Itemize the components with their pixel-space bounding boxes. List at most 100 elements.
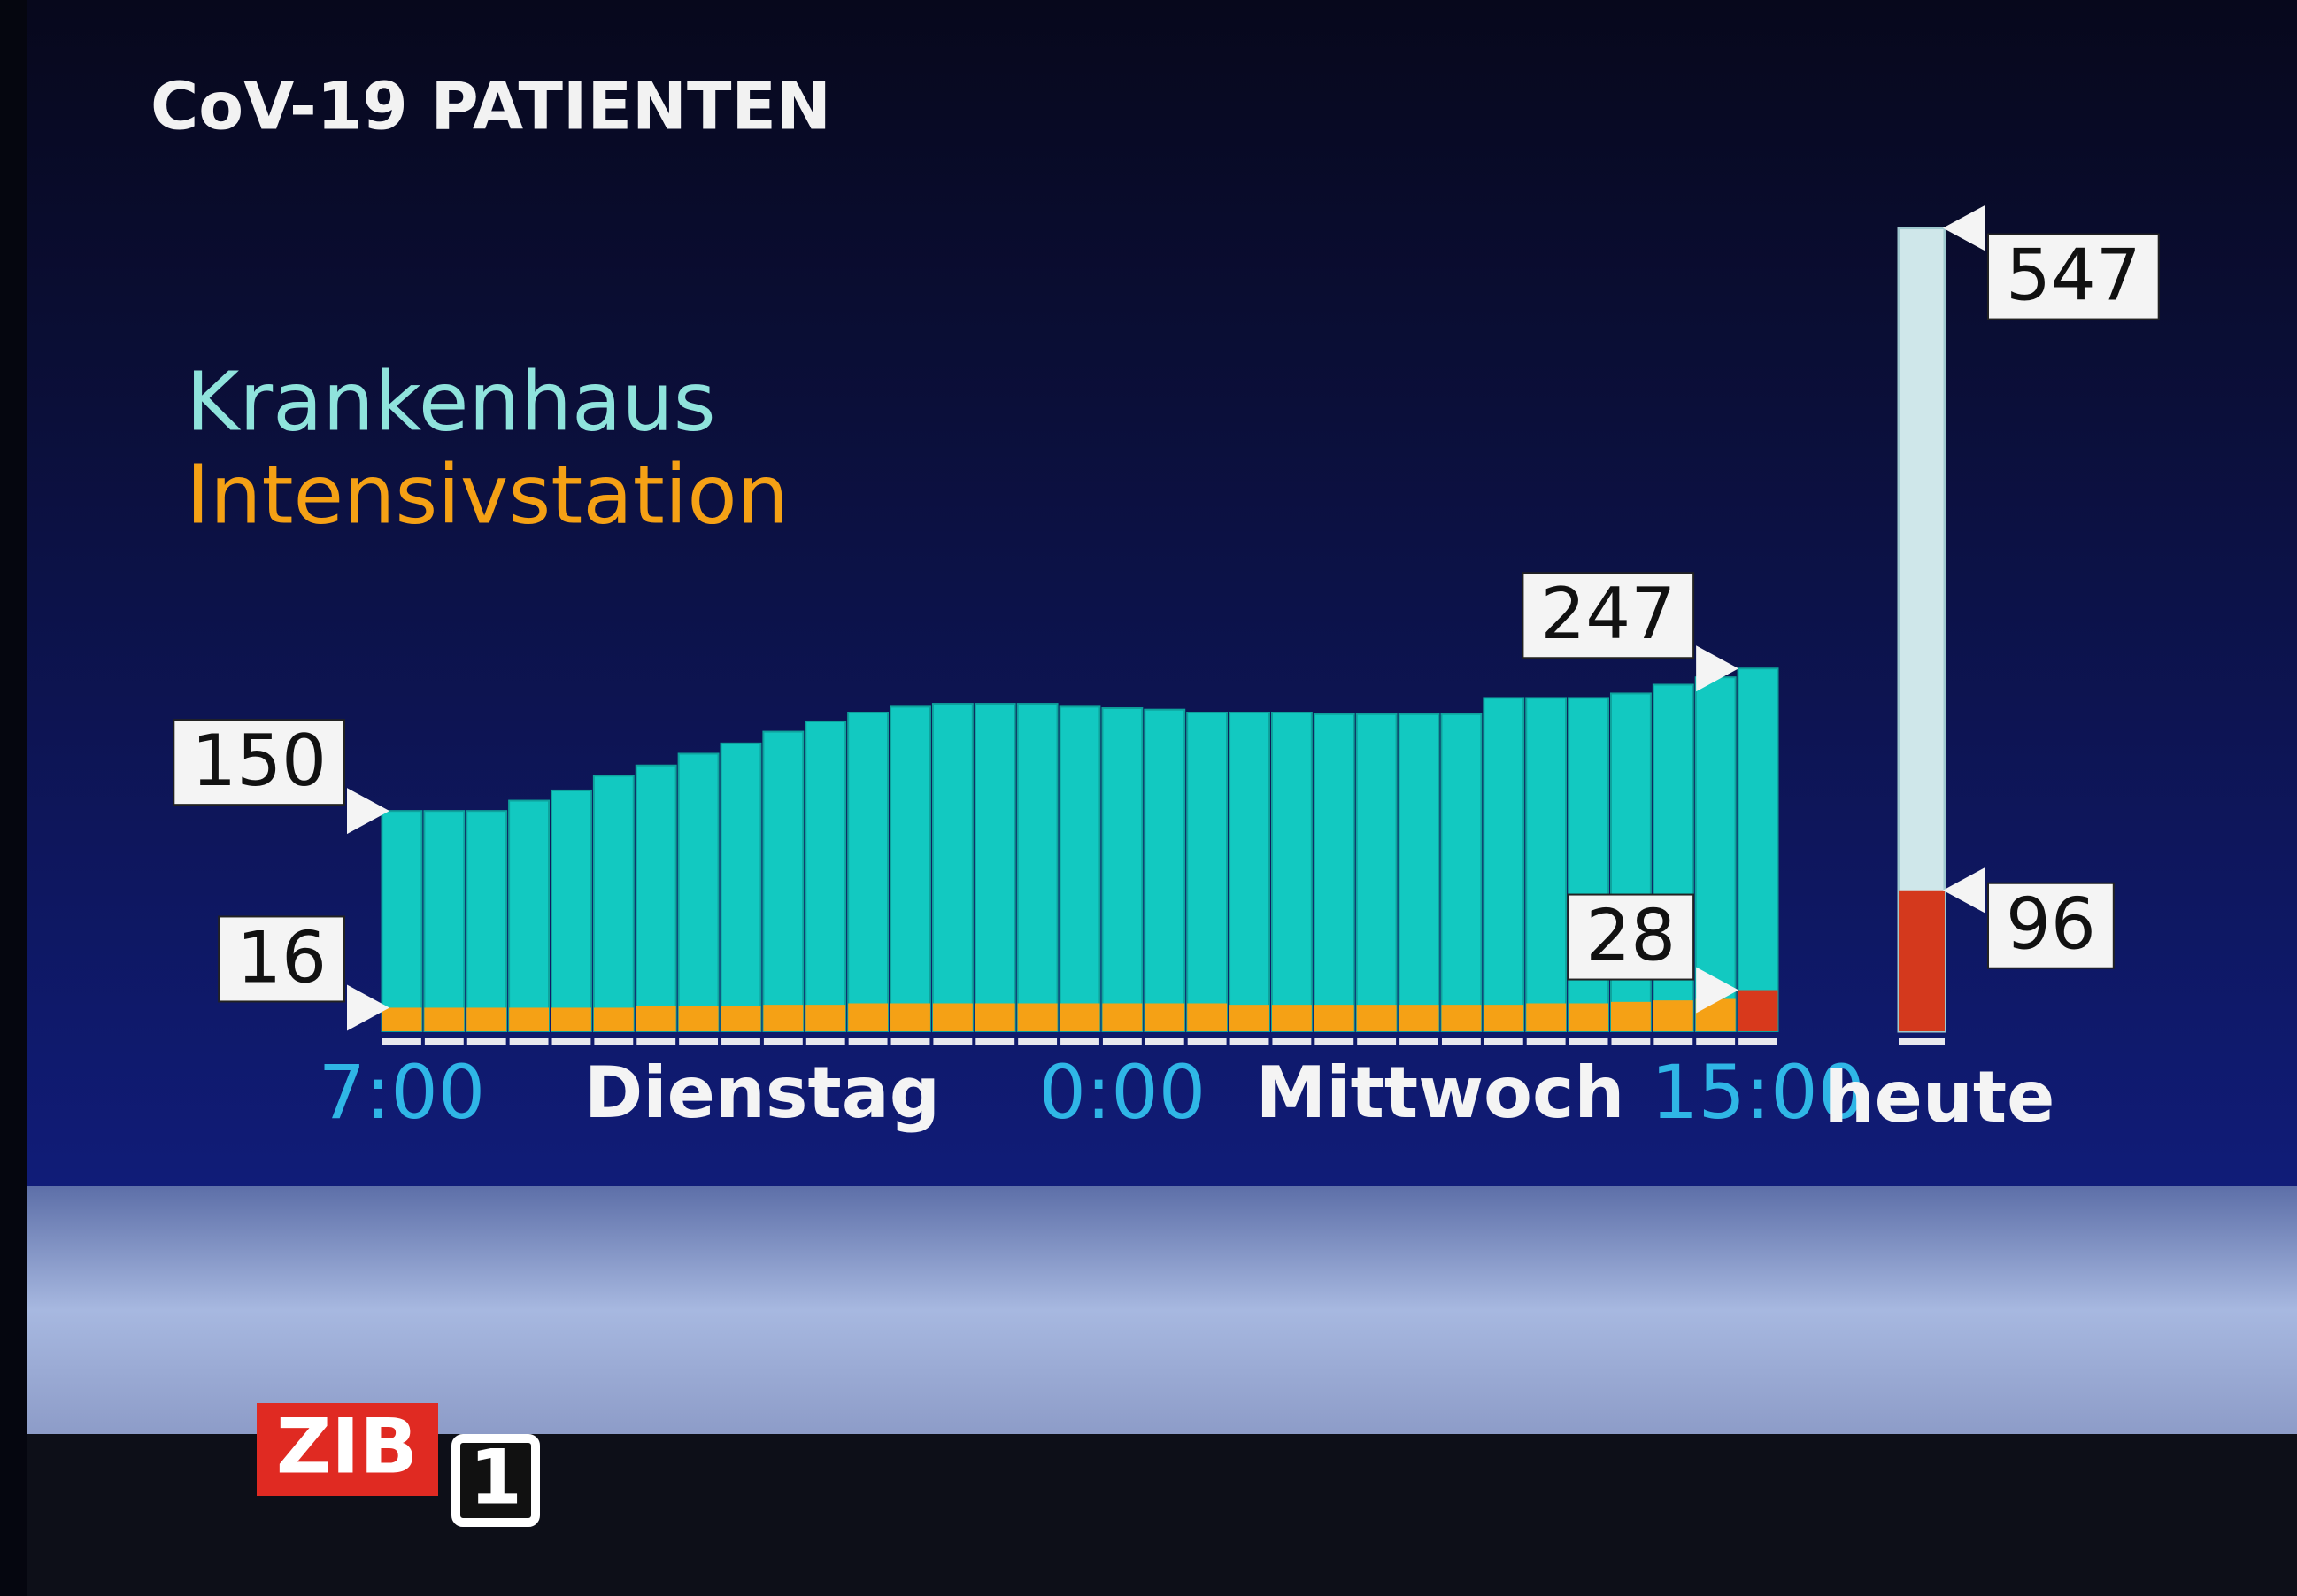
base-strip: [763, 1038, 803, 1045]
value-label: 247: [1522, 572, 1739, 692]
value-label-pointer: [347, 984, 389, 1031]
base-strip: [679, 1038, 719, 1045]
bar: [509, 1007, 550, 1031]
bar: [466, 1007, 507, 1031]
bar: [677, 752, 720, 1033]
base-strip: [1272, 1038, 1312, 1045]
bar: [975, 1003, 1015, 1031]
bar: [848, 1003, 889, 1031]
base-strip: [1399, 1038, 1438, 1045]
bar: [678, 1006, 719, 1031]
bar: [466, 810, 508, 1032]
x-tick-label: 0:00: [1039, 1049, 1206, 1136]
bar: [423, 810, 466, 1032]
value-label-box: [1567, 893, 1695, 981]
bar: [1738, 990, 1778, 1031]
bar: [1441, 1005, 1482, 1031]
base-strip: [1441, 1038, 1481, 1045]
base-strip: [1060, 1038, 1099, 1045]
bar: [1270, 712, 1313, 1032]
bar: [805, 1005, 846, 1031]
value-label-text: 28: [1585, 895, 1676, 977]
bar: [1483, 697, 1525, 1032]
bar: [1314, 1005, 1354, 1031]
base-strip: [848, 1038, 888, 1045]
bar: [382, 1007, 422, 1031]
bar: [1525, 697, 1568, 1032]
value-label: 150: [173, 719, 389, 835]
base-strip: [1102, 1038, 1142, 1045]
chart-title: CoV-19 PATIENTEN: [150, 69, 831, 145]
bar: [847, 712, 890, 1032]
bar: [1568, 697, 1609, 1032]
value-label-text: 150: [191, 720, 327, 802]
base-strip: [1357, 1038, 1397, 1045]
base-strip: [1187, 1038, 1227, 1045]
value-label: 16: [218, 915, 389, 1031]
base-strip: [551, 1038, 591, 1045]
bar: [1229, 712, 1270, 1032]
value-label-text: 96: [2006, 883, 2096, 966]
bar: [551, 789, 592, 1033]
value-label-box: [1987, 882, 2115, 969]
legend-entry: Intensivstation: [186, 447, 789, 542]
bar: [424, 1007, 465, 1031]
base-strip: [1314, 1038, 1354, 1045]
bar: [1313, 713, 1355, 1033]
logo-channel-box: [451, 1434, 540, 1527]
base-strip: [466, 1038, 506, 1045]
base-strip: [1653, 1038, 1693, 1045]
value-label: 547: [1943, 204, 2160, 320]
bar: [721, 1006, 761, 1031]
bar: [1398, 713, 1440, 1033]
bar: [1101, 707, 1144, 1032]
bar: [508, 799, 551, 1032]
bar: [1609, 692, 1652, 1032]
value-label-pointer: [1696, 967, 1739, 1014]
value-label-text: 247: [1540, 573, 1676, 655]
value-label-box: [173, 719, 345, 806]
value-label: 96: [1943, 867, 2115, 969]
bar: [1271, 1005, 1312, 1031]
base-strip: [382, 1038, 421, 1045]
bar: [1186, 712, 1229, 1032]
summary-label: heute: [1824, 1056, 2055, 1138]
bar: [1060, 1003, 1100, 1031]
legend-entry: Krankenhaus: [186, 354, 716, 449]
bar: [805, 720, 847, 1032]
base-strip: [1229, 1038, 1269, 1045]
value-label-text: 16: [236, 916, 327, 998]
bar: [1737, 667, 1779, 1032]
bar: [1399, 1005, 1439, 1031]
base-strip: [1018, 1038, 1058, 1045]
bar: [1569, 1003, 1608, 1031]
base-strip: [890, 1038, 930, 1045]
bar: [1229, 1005, 1269, 1031]
value-label-text: 547: [2006, 235, 2141, 317]
logo-name: ZIB: [276, 1402, 418, 1491]
value-label-pointer: [1943, 204, 1985, 251]
base-strip: [594, 1038, 634, 1045]
value-label: 28: [1567, 893, 1739, 1014]
bar: [593, 1007, 634, 1031]
value-label-box: [1987, 233, 2160, 320]
value-label-pointer: [1696, 645, 1739, 692]
bar: [635, 764, 677, 1033]
value-label-pointer: [1943, 867, 1985, 914]
bar: [1610, 1001, 1651, 1031]
bar: [1356, 1005, 1397, 1031]
studio-band: [27, 1186, 2297, 1434]
bar: [1899, 890, 1945, 1031]
bar: [890, 705, 931, 1032]
base-strip: [1484, 1038, 1523, 1045]
bar: [1102, 1003, 1143, 1031]
bar: [1484, 1005, 1524, 1031]
bar: [931, 703, 974, 1032]
base-strip: [1738, 1038, 1777, 1045]
bar: [720, 742, 762, 1032]
base-strip: [1696, 1038, 1736, 1045]
day-label: Mittwoch: [1256, 1052, 1625, 1134]
bar: [763, 1005, 804, 1031]
bar: [1145, 1003, 1185, 1031]
